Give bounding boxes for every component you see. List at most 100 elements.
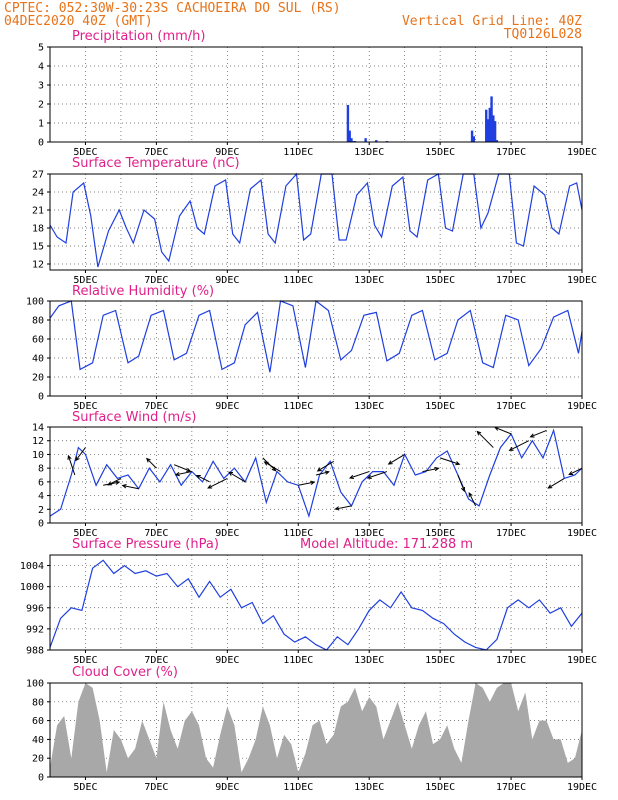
header-grid-line: Vertical Grid Line: 40Z — [402, 14, 582, 29]
wind-vector — [317, 460, 334, 472]
pressure-ytick-label: 1004 — [20, 561, 44, 572]
precip-xtick-label: 11DEC — [283, 147, 313, 158]
cloud-xtick-label: 19DEC — [567, 782, 597, 793]
wind-vector-head — [547, 484, 553, 489]
humidity-panel: 0 20 40 60 80 100 5DEC 7DEC 9DEC 11DEC 13DEC 15DEC 1… — [26, 284, 597, 412]
humidity-frame — [49, 300, 583, 397]
wind-vector — [568, 467, 583, 475]
wind-vector — [264, 461, 281, 473]
humidity-line — [49, 299, 583, 373]
wind-vector — [439, 457, 460, 465]
wind-vector — [349, 471, 370, 479]
pressure-xtick-label: 13DEC — [354, 655, 384, 666]
pressure-xtick-label: 7DEC — [144, 655, 168, 666]
wind-vector-head — [67, 454, 72, 460]
wind-vector — [468, 492, 477, 507]
humidity-ytick-label: 100 — [26, 297, 44, 308]
precip-xtick-label: 15DEC — [425, 147, 455, 158]
precip-xtick-label: 13DEC — [354, 147, 384, 158]
temperature-xtick-label: 19DEC — [567, 275, 597, 286]
header-date: 04DEC2020 40Z (GMT) — [4, 14, 153, 29]
temperature-ytick-label: 15 — [32, 242, 44, 253]
humidity-ytick-label: 60 — [32, 335, 44, 346]
precip-bar — [470, 130, 474, 142]
precip-bar — [485, 109, 488, 142]
wind-ytick-label: 6 — [38, 477, 44, 488]
wind-vector-head — [434, 466, 440, 472]
humidity-xtick-label: 13DEC — [354, 401, 384, 412]
cloud-xtick-label: 11DEC — [283, 782, 313, 793]
wind-vector-head — [324, 470, 330, 475]
humidity-title: Relative Humidity (%) — [72, 284, 214, 299]
temperature-line — [49, 172, 583, 268]
temperature-ytick-label: 21 — [32, 206, 44, 217]
pressure-ytick-label: 988 — [26, 646, 44, 657]
wind-vector — [457, 474, 465, 492]
temperature-panel: 12 15 18 21 24 27 5DEC 7DEC 9DEC 11DEC 13DEC 15DEC 1… — [32, 156, 597, 286]
wind-xtick-label: 7DEC — [144, 528, 168, 539]
wind-ytick-label: 4 — [38, 491, 44, 502]
wind-vector — [548, 477, 565, 489]
cloud-ytick-label: 60 — [32, 716, 44, 727]
wind-vector-head — [195, 474, 201, 479]
pressure-xtick-label: 11DEC — [283, 655, 313, 666]
wind-ytick-label: 8 — [38, 464, 44, 475]
precip-xtick-label: 17DEC — [496, 147, 526, 158]
temperature-xtick-label: 13DEC — [354, 275, 384, 286]
precip-xtick-label: 7DEC — [144, 147, 168, 158]
precip-bar — [346, 104, 350, 142]
wind-vector-head — [263, 461, 269, 466]
precip-ytick-label: 5 — [38, 43, 44, 54]
humidity-xtick-label: 7DEC — [144, 401, 168, 412]
wind-vector-head — [529, 433, 535, 438]
precip-frame — [49, 46, 583, 143]
wind-vector-head — [455, 461, 461, 466]
pressure-ytick-label: 992 — [26, 624, 44, 635]
wind-vector — [476, 431, 494, 448]
wind-vector — [494, 426, 512, 435]
wind-vector-head — [366, 474, 372, 479]
wind-vector — [175, 471, 192, 476]
wind-xtick-label: 11DEC — [283, 528, 313, 539]
wind-vector-head — [115, 480, 121, 485]
wind-vector-head — [121, 484, 127, 489]
precip-title: Precipitation (mm/h) — [72, 29, 205, 44]
cloud-area — [50, 683, 582, 777]
humidity-xtick-label: 9DEC — [215, 401, 239, 412]
temperature-xtick-label: 11DEC — [283, 275, 313, 286]
wind-vector-head — [228, 471, 234, 476]
cloud-ytick-label: 80 — [32, 697, 44, 708]
wind-vector — [107, 477, 122, 486]
cloud-panel: 0 20 40 60 80 100 5DEC 7DEC 9DEC 11DEC 13DEC 15DEC 1… — [26, 665, 597, 793]
cloud-ytick-label: 40 — [32, 735, 44, 746]
wind-xtick-label: 13DEC — [354, 528, 384, 539]
precip-ytick-label: 4 — [38, 62, 44, 73]
pressure-xtick-label: 15DEC — [425, 655, 455, 666]
temperature-ytick-label: 24 — [32, 188, 44, 199]
wind-ytick-label: 2 — [38, 505, 44, 516]
cloud-ytick-label: 100 — [26, 679, 44, 690]
wind-vector-head — [186, 467, 192, 472]
wind-ytick-label: 12 — [32, 436, 44, 447]
wind-ytick-label: 0 — [38, 519, 44, 530]
precip-bar — [488, 107, 491, 142]
wind-vector-head — [316, 467, 322, 472]
precip-bar — [492, 115, 495, 142]
precip-bar — [486, 119, 490, 142]
humidity-ytick-label: 40 — [32, 354, 44, 365]
wind-vector — [422, 467, 439, 473]
pressure-title: Surface Pressure (hPa) — [72, 537, 219, 552]
wind-vector-head — [476, 430, 482, 436]
humidity-ytick-label: 0 — [38, 392, 44, 403]
wind-ytick-label: 14 — [32, 423, 44, 434]
wind-line — [49, 428, 583, 519]
wind-frame — [49, 426, 583, 524]
precip-bar — [375, 140, 378, 142]
wind-vector-head — [145, 457, 151, 463]
wind-vector-head — [174, 471, 180, 477]
temperature-xtick-label: 5DEC — [73, 275, 97, 286]
precip-ytick-label: 2 — [38, 100, 44, 111]
temperature-xtick-label: 9DEC — [215, 275, 239, 286]
